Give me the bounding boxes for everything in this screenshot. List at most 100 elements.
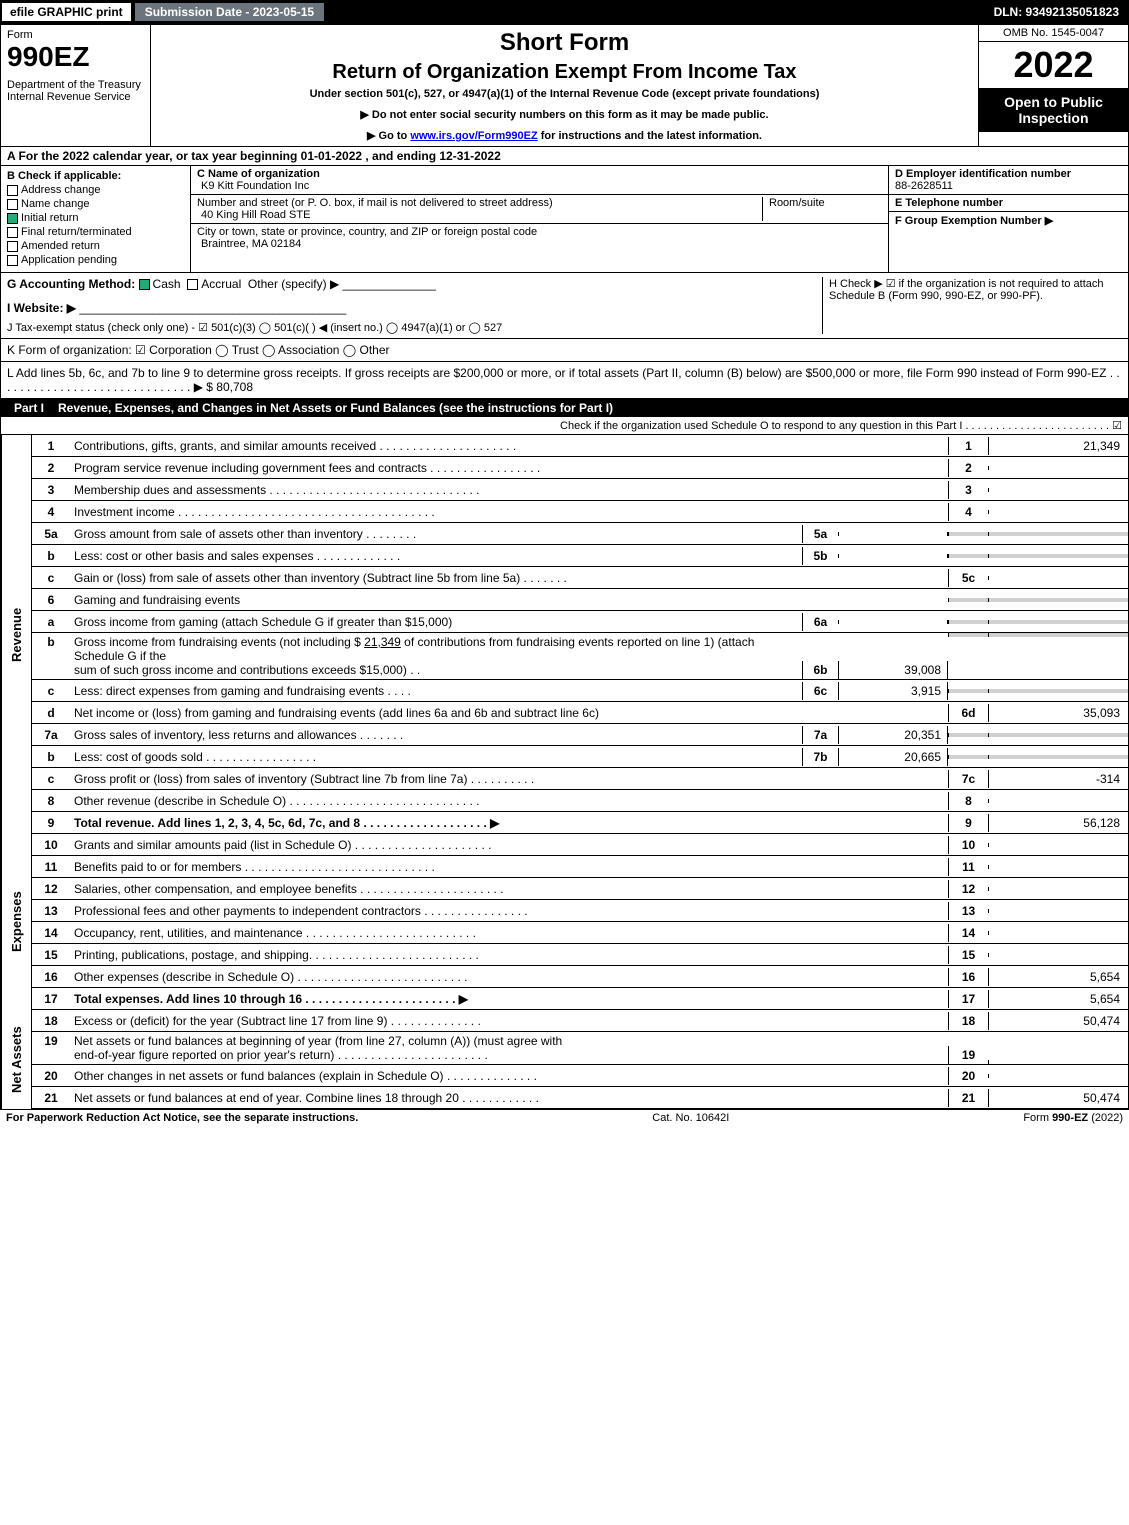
line-7b-shade-val — [988, 755, 1128, 759]
line-7b-desc: Less: cost of goods sold . . . . . . . .… — [70, 748, 802, 766]
line-6b-subval: 39,008 — [838, 661, 948, 679]
efile-print-button[interactable]: efile GRAPHIC print — [0, 1, 133, 23]
line-9-val: 56,128 — [988, 814, 1128, 832]
line-6a-num: a — [32, 613, 70, 631]
line-10-box: 10 — [948, 836, 988, 854]
line-5c-val — [988, 576, 1128, 580]
line-11-desc: Benefits paid to or for members . . . . … — [70, 858, 948, 876]
return-title: Return of Organization Exempt From Incom… — [155, 61, 974, 84]
line-6c-sub: 6c — [802, 682, 838, 700]
check-initial-return[interactable]: Initial return — [7, 212, 184, 224]
line-20-val — [988, 1074, 1128, 1078]
line-1-desc: Contributions, gifts, grants, and simila… — [70, 437, 948, 455]
line-8-box: 8 — [948, 792, 988, 810]
line-12-val — [988, 887, 1128, 891]
check-application-pending[interactable]: Application pending — [7, 254, 184, 266]
line-17-box: 17 — [948, 990, 988, 1008]
line-2-num: 2 — [32, 459, 70, 477]
line-6-shade — [948, 598, 988, 602]
tax-year: 2022 — [979, 42, 1128, 88]
line-6b-num: b — [32, 633, 70, 651]
line-7a-shade — [948, 733, 988, 737]
line-1-val: 21,349 — [988, 437, 1128, 455]
irs-link[interactable]: www.irs.gov/Form990EZ — [410, 130, 537, 142]
header-left: Form 990EZ Department of the Treasury In… — [1, 25, 151, 146]
footer: For Paperwork Reduction Act Notice, see … — [0, 1109, 1129, 1126]
line-7b-shade — [948, 755, 988, 759]
section-c: C Name of organization K9 Kitt Foundatio… — [191, 166, 888, 272]
line-17-val: 5,654 — [988, 990, 1128, 1008]
line-2-val — [988, 466, 1128, 470]
ein-value: 88-2628511 — [895, 180, 1122, 192]
check-accrual[interactable] — [187, 279, 198, 290]
line-5b-num: b — [32, 547, 70, 565]
header-mid: Short Form Return of Organization Exempt… — [151, 25, 978, 146]
line-17-num: 17 — [32, 990, 70, 1008]
check-amended-return[interactable]: Amended return — [7, 240, 184, 252]
line-21-num: 21 — [32, 1089, 70, 1107]
line-3-num: 3 — [32, 481, 70, 499]
line-16-val: 5,654 — [988, 968, 1128, 986]
line-10-desc: Grants and similar amounts paid (list in… — [70, 836, 948, 854]
line-14-val — [988, 931, 1128, 935]
line-19-box: 19 — [948, 1046, 988, 1064]
line-1-num: 1 — [32, 437, 70, 455]
omb-number: OMB No. 1545-0047 — [979, 25, 1128, 42]
line-6b-sub: 6b — [802, 661, 838, 679]
line-20-box: 20 — [948, 1067, 988, 1085]
org-name: K9 Kitt Foundation Inc — [201, 180, 320, 192]
line-13-val — [988, 909, 1128, 913]
line-21-desc: Net assets or fund balances at end of ye… — [70, 1089, 948, 1107]
line-5a-num: 5a — [32, 525, 70, 543]
line-5b-subval — [838, 554, 948, 558]
line-2-box: 2 — [948, 459, 988, 477]
revenue-section: Revenue 1Contributions, gifts, grants, a… — [0, 435, 1129, 834]
note-ssn: ▶ Do not enter social security numbers o… — [155, 108, 974, 121]
line-6a-sub: 6a — [802, 613, 838, 631]
dln: DLN: 93492135051823 — [984, 3, 1129, 21]
line-2-desc: Program service revenue including govern… — [70, 459, 948, 477]
section-b: B Check if applicable: Address change Na… — [1, 166, 191, 272]
check-cash[interactable] — [139, 279, 150, 290]
line-11-val — [988, 865, 1128, 869]
line-6a-desc: Gross income from gaming (attach Schedul… — [70, 613, 802, 631]
department: Department of the Treasury Internal Reve… — [7, 79, 144, 103]
line-6c-shade-val — [988, 689, 1128, 693]
room-suite-label: Room/suite — [762, 197, 882, 221]
note-goto-pre: ▶ Go to — [367, 130, 410, 142]
check-address-change[interactable]: Address change — [7, 184, 184, 196]
line-5c-num: c — [32, 569, 70, 587]
short-form-title: Short Form — [155, 29, 974, 57]
line-8-val — [988, 799, 1128, 803]
line-15-val — [988, 953, 1128, 957]
gross-receipts-amount: 80,708 — [216, 380, 253, 394]
line-6-shade-val — [988, 598, 1128, 602]
line-19-desc: Net assets or fund balances at beginning… — [70, 1032, 948, 1064]
line-10-num: 10 — [32, 836, 70, 854]
check-final-return[interactable]: Final return/terminated — [7, 226, 184, 238]
submission-date: Submission Date - 2023-05-15 — [133, 1, 326, 23]
line-12-box: 12 — [948, 880, 988, 898]
line-6c-subval: 3,915 — [838, 682, 948, 700]
netassets-sidebar: Net Assets — [1, 1010, 31, 1109]
row-i-website: I Website: ▶ ___________________________… — [7, 301, 822, 315]
check-name-change[interactable]: Name change — [7, 198, 184, 210]
line-5a-shade — [948, 532, 988, 536]
line-7c-val: -314 — [988, 770, 1128, 788]
line-7a-num: 7a — [32, 726, 70, 744]
row-bcd: B Check if applicable: Address change Na… — [0, 166, 1129, 273]
line-16-num: 16 — [32, 968, 70, 986]
section-d: D Employer identification number 88-2628… — [888, 166, 1128, 272]
expenses-section: Expenses 10Grants and similar amounts pa… — [0, 834, 1129, 1010]
open-public: Open to Public Inspection — [979, 88, 1128, 132]
row-g-h: G Accounting Method: Cash Accrual Other … — [0, 273, 1129, 339]
line-18-num: 18 — [32, 1012, 70, 1030]
line-6d-num: d — [32, 704, 70, 722]
line-5b-desc: Less: cost or other basis and sales expe… — [70, 547, 802, 565]
line-9-box: 9 — [948, 814, 988, 832]
line-7b-subval: 20,665 — [838, 748, 948, 766]
part1-title: Revenue, Expenses, and Changes in Net As… — [52, 401, 1123, 415]
line-7c-desc: Gross profit or (loss) from sales of inv… — [70, 770, 948, 788]
city: Braintree, MA 02184 — [201, 238, 537, 250]
line-5a-desc: Gross amount from sale of assets other t… — [70, 525, 802, 543]
